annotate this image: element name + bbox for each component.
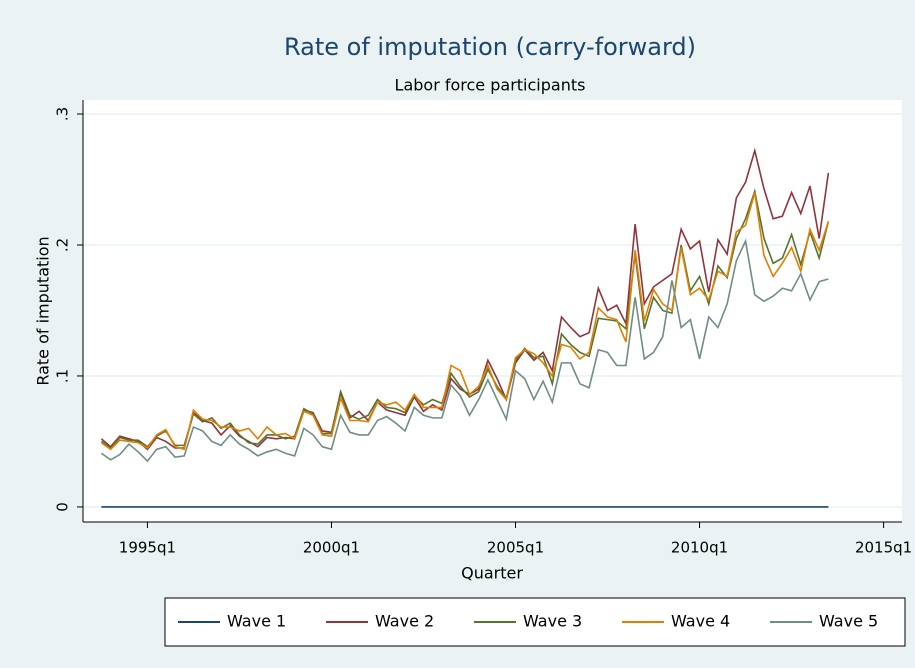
chart-title: Rate of imputation (carry-forward) [284,33,696,61]
x-tick-label: 2010q1 [671,539,728,557]
x-tick-label: 1995q1 [119,539,176,557]
legend-label: Wave 4 [671,612,730,631]
y-tick-label: .1 [54,369,72,383]
series-line [100,238,829,463]
chart-subtitle: Labor force participants [395,76,586,95]
legend-label: Wave 2 [375,612,434,631]
y-tick-label: .3 [54,107,72,121]
x-tick-label: 2005q1 [487,539,544,557]
plot-area [83,100,902,522]
y-tick-label: .2 [54,238,72,252]
legend-label: Wave 1 [227,612,286,631]
y-axis-title: Rate of imputation [34,236,53,385]
legend-label: Wave 5 [819,612,878,631]
y-tick-label: 0 [54,502,72,512]
x-tick-label: 2015q1 [855,539,912,557]
legend-label: Wave 3 [523,612,582,631]
x-axis-title: Quarter [461,564,523,583]
x-tick-label: 2000q1 [303,539,360,557]
series-line [100,192,830,451]
